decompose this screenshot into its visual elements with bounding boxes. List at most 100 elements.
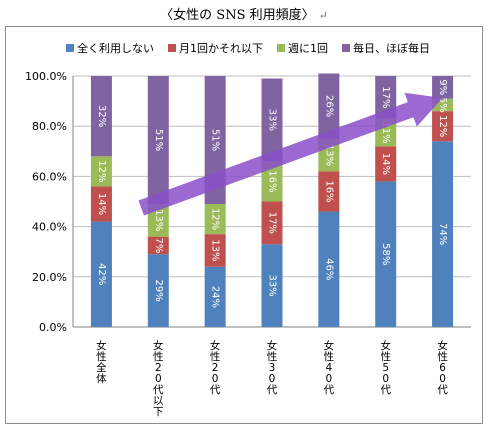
data-label: 7% <box>153 237 164 253</box>
x-tick-label-char: 女 <box>380 339 391 352</box>
data-label: 16% <box>323 180 334 202</box>
chart-frame <box>5 26 483 424</box>
legend-label-weekly: 週に1回 <box>288 42 328 55</box>
y-tick-label: 60.0% <box>32 170 67 183</box>
x-tick-label-char: 女 <box>96 339 107 352</box>
x-tick-label-char: 代 <box>324 384 335 396</box>
legend-item-daily: 毎日、ほぼ毎日 <box>342 40 430 56</box>
x-tick-label-char: 代 <box>380 384 391 396</box>
bar-segment-daily <box>147 76 169 205</box>
y-tick-label: 40.0% <box>32 221 67 234</box>
x-tick-label-char: 0 <box>269 373 276 385</box>
data-label: 46% <box>323 258 334 280</box>
bar-segment-never <box>261 244 283 327</box>
legend-item-monthly: 月1回かそれ以下 <box>168 40 263 56</box>
x-tick-label-char: 性 <box>96 350 107 363</box>
x-tick-label-char: 2 <box>212 362 219 374</box>
data-label: 13% <box>323 144 334 166</box>
x-tick-label-char: 性 <box>267 350 278 363</box>
legend-item-never: 全く利用しない <box>66 40 154 56</box>
chart-title: 〈女性の SNS 利用頻度〉 ↵ <box>0 4 488 23</box>
x-tick-label-char: 0 <box>212 373 219 385</box>
x-tick-label-char: 3 <box>269 362 276 374</box>
legend-swatch-monthly <box>168 44 176 52</box>
bar-segment-never <box>432 141 454 327</box>
x-tick-label-char: 性 <box>210 350 221 363</box>
bar-segment-monthly <box>375 146 397 182</box>
x-tick-label-char: 代 <box>437 384 448 396</box>
legend-swatch-never <box>66 44 74 52</box>
return-mark: ↵ <box>318 9 328 22</box>
bar-segment-weekly <box>90 156 112 187</box>
x-tick-label-char: 女 <box>267 339 278 352</box>
legend: 全く利用しない 月1回かそれ以下 週に1回 毎日、ほぼ毎日 <box>66 40 430 56</box>
data-label: 11% <box>380 121 391 143</box>
trend-arrow <box>138 92 443 216</box>
x-tick-label-char: 代 <box>153 384 164 396</box>
bar-segment-never <box>204 266 226 327</box>
data-label: 26% <box>323 95 334 117</box>
x-tick-label-char: 代 <box>210 384 221 396</box>
x-tick-label-char: 5 <box>382 362 389 374</box>
x-tick-label-char: 体 <box>96 373 107 385</box>
x-tick-label-char: 全 <box>96 361 107 374</box>
bar-segment-monthly <box>90 186 112 222</box>
data-label: 33% <box>267 109 278 131</box>
legend-item-weekly: 週に1回 <box>277 40 328 56</box>
data-label: 12% <box>210 208 221 230</box>
data-label: 16% <box>267 170 278 192</box>
bar-segment-never <box>318 211 340 327</box>
legend-swatch-daily <box>342 44 350 52</box>
data-label: 29% <box>153 279 164 301</box>
x-tick-label-char: 0 <box>155 373 162 385</box>
x-tick-label-char: 2 <box>155 362 162 374</box>
data-label: 24% <box>210 286 221 308</box>
data-label: 5% <box>437 97 448 113</box>
legend-swatch-weekly <box>277 44 285 52</box>
data-label: 12% <box>437 115 448 137</box>
data-label: 32% <box>96 105 107 127</box>
x-tick-label-char: 0 <box>326 373 333 385</box>
bar-segment-never <box>90 221 112 327</box>
x-tick-label-char: 女 <box>153 339 164 352</box>
x-tick-label-char: 性 <box>380 350 391 363</box>
data-label: 42% <box>96 263 107 285</box>
data-label: 14% <box>96 193 107 215</box>
x-tick-label-char: 0 <box>439 373 446 385</box>
bar-segment-monthly <box>432 111 454 142</box>
bar-segment-daily <box>90 76 112 157</box>
legend-label-daily: 毎日、ほぼ毎日 <box>353 42 430 55</box>
x-tick-label-char: 6 <box>439 362 446 374</box>
data-label: 17% <box>380 86 391 108</box>
y-tick-label: 20.0% <box>32 271 67 284</box>
data-label: 74% <box>437 223 448 245</box>
y-tick-label: 100.0% <box>25 70 67 83</box>
bar-segment-daily <box>261 78 283 162</box>
bar-segment-monthly <box>318 171 340 212</box>
data-label: 14% <box>380 153 391 175</box>
bar-segment-daily <box>375 76 397 119</box>
data-label: 12% <box>96 160 107 182</box>
bar-segment-weekly <box>261 161 283 202</box>
y-tick-label: 80.0% <box>32 120 67 133</box>
x-tick-label-char: 性 <box>437 350 448 363</box>
data-label: 9% <box>437 79 448 95</box>
legend-label-never: 全く利用しない <box>77 42 154 55</box>
x-tick-label-char: 性 <box>153 350 164 363</box>
x-tick-label-char: 4 <box>326 362 333 374</box>
bar-segment-never <box>375 181 397 327</box>
bar-segment-monthly <box>147 236 169 255</box>
bar-segment-weekly <box>204 204 226 235</box>
x-tick-label-char: 代 <box>267 384 278 396</box>
data-label: 51% <box>210 129 221 151</box>
bar-segment-monthly <box>204 234 226 267</box>
bar-segment-daily <box>318 73 340 139</box>
legend-label-monthly: 月1回かそれ以下 <box>179 42 263 55</box>
data-label: 51% <box>153 129 164 151</box>
x-tick-label-char: 0 <box>382 373 389 385</box>
chart-title-text: 〈女性の SNS 利用頻度〉 <box>160 8 315 23</box>
y-tick-label: 0.0% <box>39 321 67 334</box>
data-label: 13% <box>210 239 221 261</box>
bar-segment-daily <box>432 76 454 99</box>
x-tick-label-char: 以 <box>153 395 164 407</box>
